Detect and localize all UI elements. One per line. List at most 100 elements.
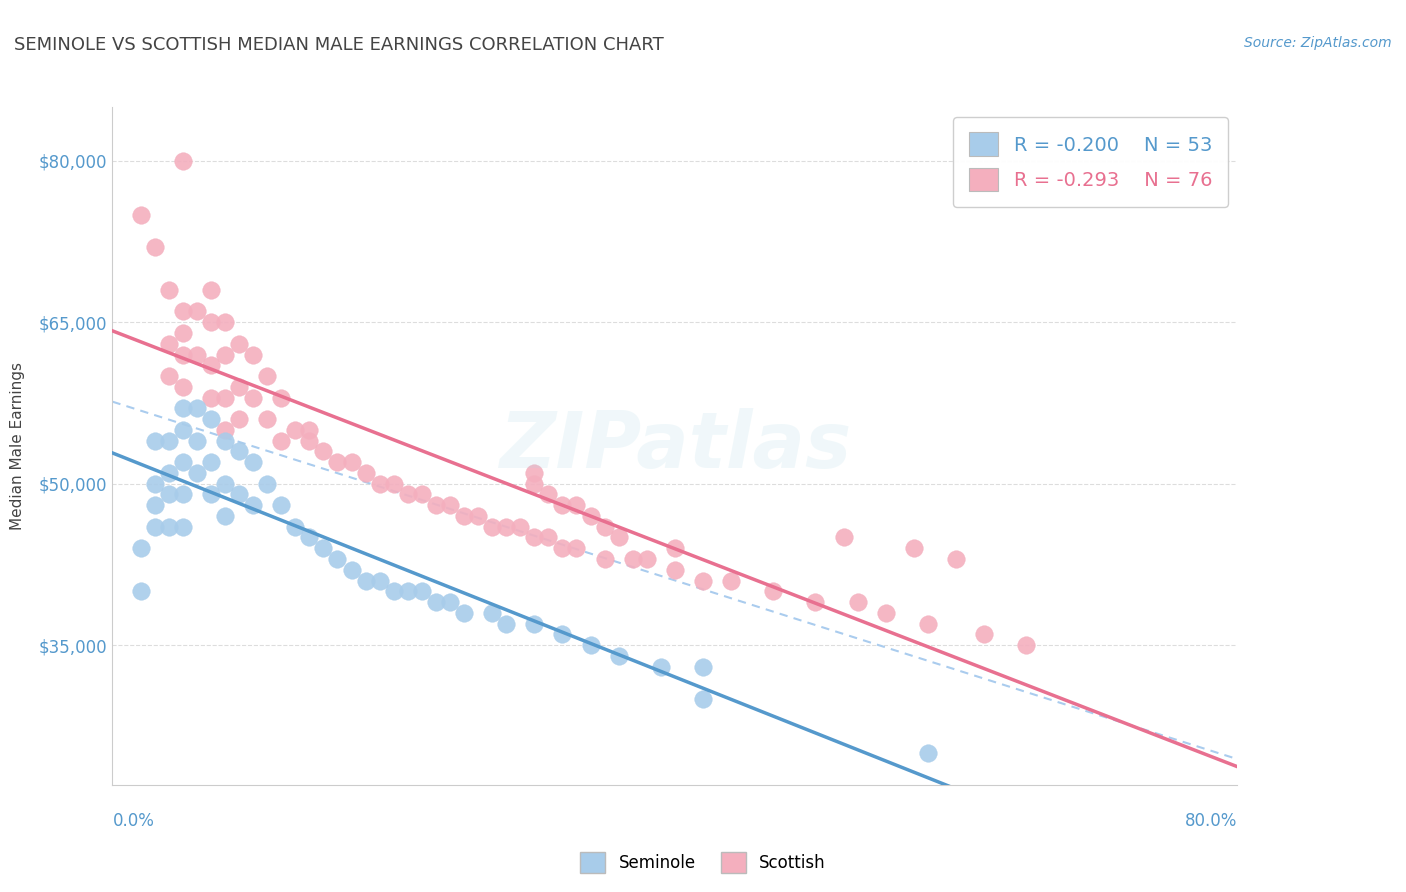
Point	[143, 434, 166, 448]
Point	[157, 336, 180, 351]
Point	[242, 498, 264, 512]
Point	[664, 541, 686, 556]
Point	[636, 552, 658, 566]
Point	[242, 391, 264, 405]
Point	[509, 519, 531, 533]
Point	[214, 434, 236, 448]
Point	[129, 208, 152, 222]
Point	[579, 638, 602, 652]
Point	[143, 498, 166, 512]
Point	[692, 574, 714, 588]
Point	[396, 487, 419, 501]
Point	[832, 531, 855, 545]
Point	[312, 444, 335, 458]
Point	[298, 423, 321, 437]
Point	[326, 455, 349, 469]
Point	[368, 476, 391, 491]
Point	[917, 616, 939, 631]
Point	[172, 347, 194, 361]
Point	[186, 304, 208, 318]
Point	[228, 412, 250, 426]
Point	[593, 552, 616, 566]
Point	[551, 498, 574, 512]
Point	[411, 487, 433, 501]
Point	[214, 347, 236, 361]
Point	[326, 552, 349, 566]
Point	[298, 531, 321, 545]
Y-axis label: Median Male Earnings: Median Male Earnings	[10, 362, 25, 530]
Point	[621, 552, 644, 566]
Point	[340, 455, 363, 469]
Point	[439, 595, 461, 609]
Point	[579, 508, 602, 523]
Point	[157, 434, 180, 448]
Point	[242, 455, 264, 469]
Point	[804, 595, 827, 609]
Point	[692, 691, 714, 706]
Point	[157, 466, 180, 480]
Text: SEMINOLE VS SCOTTISH MEDIAN MALE EARNINGS CORRELATION CHART: SEMINOLE VS SCOTTISH MEDIAN MALE EARNING…	[14, 36, 664, 54]
Point	[312, 541, 335, 556]
Point	[551, 541, 574, 556]
Point	[129, 584, 152, 599]
Point	[284, 423, 307, 437]
Point	[664, 563, 686, 577]
Point	[172, 423, 194, 437]
Point	[368, 574, 391, 588]
Point	[523, 466, 546, 480]
Point	[228, 487, 250, 501]
Point	[453, 508, 475, 523]
Point	[382, 476, 405, 491]
Point	[354, 466, 377, 480]
Point	[523, 476, 546, 491]
Point	[495, 519, 517, 533]
Point	[607, 531, 630, 545]
Point	[186, 347, 208, 361]
Point	[256, 412, 278, 426]
Point	[396, 584, 419, 599]
Point	[200, 283, 222, 297]
Point	[650, 659, 672, 673]
Point	[143, 519, 166, 533]
Point	[157, 369, 180, 384]
Point	[565, 541, 588, 556]
Point	[172, 380, 194, 394]
Point	[903, 541, 925, 556]
Point	[270, 498, 292, 512]
Text: 80.0%: 80.0%	[1185, 812, 1237, 830]
Point	[172, 153, 194, 168]
Point	[129, 541, 152, 556]
Text: 0.0%: 0.0%	[112, 812, 155, 830]
Point	[157, 487, 180, 501]
Point	[537, 531, 560, 545]
Point	[172, 455, 194, 469]
Point	[157, 283, 180, 297]
Point	[354, 574, 377, 588]
Point	[523, 531, 546, 545]
Point	[537, 487, 560, 501]
Point	[411, 584, 433, 599]
Point	[256, 369, 278, 384]
Point	[607, 648, 630, 663]
Point	[242, 347, 264, 361]
Point	[214, 508, 236, 523]
Point	[214, 315, 236, 329]
Point	[762, 584, 785, 599]
Point	[200, 391, 222, 405]
Point	[1015, 638, 1038, 652]
Point	[467, 508, 489, 523]
Point	[284, 519, 307, 533]
Point	[875, 606, 897, 620]
Point	[200, 455, 222, 469]
Point	[593, 519, 616, 533]
Point	[228, 336, 250, 351]
Point	[565, 498, 588, 512]
Text: Source: ZipAtlas.com: Source: ZipAtlas.com	[1244, 36, 1392, 50]
Point	[425, 595, 447, 609]
Point	[425, 498, 447, 512]
Point	[200, 359, 222, 373]
Legend: R = -0.200    N = 53, R = -0.293    N = 76: R = -0.200 N = 53, R = -0.293 N = 76	[953, 117, 1227, 207]
Point	[172, 487, 194, 501]
Point	[340, 563, 363, 577]
Point	[523, 616, 546, 631]
